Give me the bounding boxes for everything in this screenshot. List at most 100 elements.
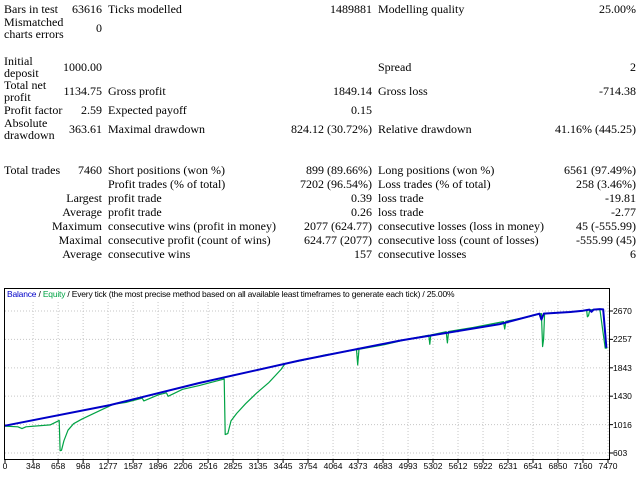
chart-canvas (4, 288, 613, 463)
table-value: 899 (89.66%) (306, 163, 372, 177)
table-value: 25.00% (599, 2, 636, 16)
table-label: Total net profit (4, 78, 47, 104)
x-tick-label: 4064 (323, 461, 343, 471)
table-label: Short positions (won %) (108, 163, 225, 177)
x-tick-label: 7160 (573, 461, 593, 471)
table-label: profit trade (108, 205, 162, 219)
spacer-row (0, 141, 640, 163)
table-value: 157 (354, 247, 372, 261)
legend-separator: / (65, 289, 72, 299)
table-label: loss trade (378, 191, 424, 205)
table-label: consecutive profit (count of wins) (108, 233, 271, 247)
x-tick-label: 968 (76, 461, 91, 471)
balance-chart: Balance / Equity / Every tick (the most … (4, 288, 614, 464)
legend-balance: Balance (7, 289, 37, 299)
x-tick-label: 4993 (398, 461, 418, 471)
table-label: consecutive losses (378, 247, 467, 261)
x-tick-label: 6541 (523, 461, 543, 471)
table-value: 7460 (78, 163, 102, 177)
x-tick-label: 5302 (423, 461, 443, 471)
table-label: Mismatched charts errors (4, 15, 64, 41)
legend-equity: Equity (42, 289, 66, 299)
table-value: 2077 (624.77) (304, 219, 372, 233)
x-tick-label: 1277 (98, 461, 118, 471)
table-value: 2 (630, 60, 636, 74)
table-value: -555.99 (45) (576, 233, 636, 247)
table-value: 6 (630, 247, 636, 261)
x-tick-label: 3135 (248, 461, 268, 471)
legend-method: Every tick (the most precise method base… (71, 289, 421, 299)
table-value: 1849.14 (333, 84, 372, 98)
table-value: 0.15 (351, 103, 372, 117)
table-label: Absolute drawdown (4, 116, 55, 142)
table-row: Total net profit 1134.75 Gross profit 1849.… (0, 79, 640, 103)
x-tick-label: 1896 (148, 461, 168, 471)
table-value: 363.61 (69, 122, 102, 136)
table-row: Average profit trade 0.26 loss trade -2.77 (0, 205, 640, 219)
table-label: loss trade (378, 205, 424, 219)
legend-separator: / (36, 289, 43, 299)
x-tick-label: 2516 (198, 461, 218, 471)
table-label: Profit factor (4, 103, 63, 117)
y-tick-label: 2257 (613, 334, 632, 345)
table-row: Profit trades (% of total) 7202 (96.54%) L… (0, 177, 640, 191)
x-tick-label: 6231 (498, 461, 518, 471)
table-value: 258 (3.46%) (576, 177, 636, 191)
x-tick-label: 5922 (473, 461, 493, 471)
table-value: 2.59 (81, 103, 102, 117)
table-row: Total trades 7460 Short positions (won %) 8… (0, 163, 640, 177)
table-label: Initial deposit (4, 54, 39, 80)
table-row: Largest profit trade 0.39 loss trade -19.81 (0, 191, 640, 205)
table-label: Bars in test (4, 2, 58, 16)
x-tick-label: 0 (2, 461, 8, 471)
table-label: consecutive losses (loss in money) (378, 219, 544, 233)
table-value: Maximal (58, 233, 102, 247)
table-label: Modelling quality (378, 2, 465, 16)
x-tick-label: 5612 (448, 461, 468, 471)
balance-line (4, 308, 608, 427)
table-label: Spread (378, 60, 412, 74)
x-tick-label: 4683 (373, 461, 393, 471)
table-label: profit trade (108, 191, 162, 205)
table-value: Average (62, 205, 102, 219)
table-value: 0.26 (351, 205, 372, 219)
table-row: Absolute drawdown 363.61 Maximal drawdown 8… (0, 117, 640, 141)
table-label: Gross profit (108, 84, 166, 98)
table-value: 1489881 (330, 2, 372, 16)
table-label: consecutive wins (108, 247, 191, 261)
x-tick-label: 2206 (173, 461, 193, 471)
x-tick-label: 2825 (223, 461, 243, 471)
x-tick-label: 348 (25, 461, 41, 471)
x-tick-label: 3754 (298, 461, 318, 471)
table-value: Largest (66, 191, 102, 205)
table-value: 0.39 (351, 191, 372, 205)
table-label: Gross loss (378, 84, 428, 98)
table-value: 45 (-555.99) (576, 219, 636, 233)
table-value: 7202 (96.54%) (300, 177, 372, 191)
table-row: Initial deposit 1000.00 Spread 2 (0, 55, 640, 79)
table-label: Ticks modelled (108, 2, 182, 16)
report-table: Bars in test 63616 Ticks modelled 1489881 Mo… (0, 2, 640, 261)
table-value: 0 (96, 21, 102, 35)
spacer-row (0, 40, 640, 55)
table-row: Maximum consecutive wins (profit in money… (0, 219, 640, 233)
table-value: -714.38 (599, 84, 636, 98)
table-label: Expected payoff (108, 103, 187, 117)
legend-quality: 25.00% (426, 289, 455, 299)
table-value: 41.16% (445.25) (555, 122, 636, 136)
y-tick-label: 2670 (613, 306, 632, 316)
table-value: 6561 (97.49%) (564, 163, 636, 177)
table-label: consecutive wins (profit in money) (108, 219, 276, 233)
y-tick-label: 1016 (613, 419, 632, 430)
table-value: 824.12 (30.72%) (291, 122, 372, 136)
table-row: Bars in test 63616 Ticks modelled 1489881 Mo… (0, 2, 640, 16)
table-value: -2.77 (611, 205, 636, 219)
table-row: Mismatched charts errors 0 (0, 16, 640, 40)
table-value: Maximum (52, 219, 102, 233)
legend-separator: / (420, 289, 427, 299)
table-row: Average consecutive wins 157 consecutive lo… (0, 247, 640, 261)
y-tick-label: 603 (613, 448, 628, 458)
table-value: Average (62, 247, 102, 261)
x-tick-label: 4373 (348, 461, 368, 471)
